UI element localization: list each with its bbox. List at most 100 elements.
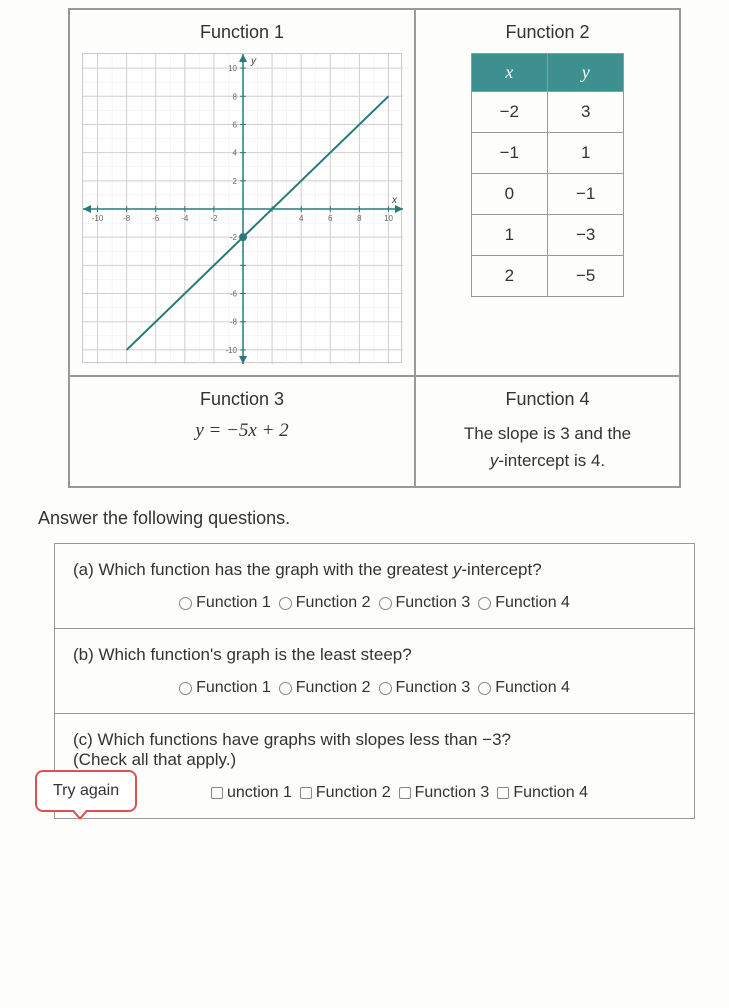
checkbox-option[interactable]: Function 2 xyxy=(300,784,391,802)
function-4-title: Function 4 xyxy=(428,389,667,410)
svg-text:-6: -6 xyxy=(230,290,238,299)
svg-text:8: 8 xyxy=(233,92,238,101)
checkbox-icon[interactable] xyxy=(211,787,223,799)
radio-icon[interactable] xyxy=(478,597,491,610)
option-label: Function 2 xyxy=(316,784,391,801)
table-row: 0−1 xyxy=(471,174,624,215)
function-3-title: Function 3 xyxy=(82,389,402,410)
svg-text:6: 6 xyxy=(233,120,238,129)
table-row: 2−5 xyxy=(471,256,624,297)
radio-icon[interactable] xyxy=(279,682,292,695)
radio-option[interactable]: Function 3 xyxy=(379,594,471,612)
table-cell: 1 xyxy=(471,215,547,256)
checkbox-icon[interactable] xyxy=(497,787,509,799)
function-4-desc-line1: The slope is 3 and the xyxy=(464,424,631,443)
table-cell: 1 xyxy=(548,133,624,174)
checkbox-icon[interactable] xyxy=(300,787,312,799)
option-label: Function 3 xyxy=(415,784,490,801)
functions-grid: Function 1 -10-8-6-4-246810108642-2-6-8-… xyxy=(68,8,681,488)
option-label: Function 2 xyxy=(296,594,371,611)
option-label: Function 1 xyxy=(196,594,271,611)
svg-text:-10: -10 xyxy=(225,346,237,355)
radio-icon[interactable] xyxy=(179,597,192,610)
table-header: y xyxy=(548,54,624,92)
svg-text:6: 6 xyxy=(328,214,333,223)
table-cell: 3 xyxy=(548,92,624,133)
function-3-cell: Function 3 y = −5x + 2 xyxy=(69,376,415,487)
radio-option[interactable]: Function 2 xyxy=(279,679,371,697)
function-4-cell: Function 4 The slope is 3 and the y-inte… xyxy=(415,376,680,487)
checkbox-option[interactable]: unction 1 xyxy=(211,784,292,802)
radio-icon[interactable] xyxy=(279,597,292,610)
radio-option[interactable]: Function 4 xyxy=(478,594,570,612)
page-container: Function 1 -10-8-6-4-246810108642-2-6-8-… xyxy=(0,0,729,827)
option-label: Function 2 xyxy=(296,679,371,696)
question-a-options: Function 1 Function 2 Function 3 Function 4 xyxy=(73,594,676,612)
question-b-text: (b) Which function's graph is the least … xyxy=(73,645,676,665)
function-1-title: Function 1 xyxy=(82,22,402,43)
option-label: Function 1 xyxy=(196,679,271,696)
question-b: (b) Which function's graph is the least … xyxy=(55,629,694,714)
svg-text:y: y xyxy=(250,56,257,67)
function-1-graph: -10-8-6-4-246810108642-2-6-8-10xy xyxy=(82,53,402,363)
svg-text:2: 2 xyxy=(233,177,238,186)
table-row: 1−3 xyxy=(471,215,624,256)
question-c: (c) Which functions have graphs with slo… xyxy=(55,714,694,818)
svg-text:-6: -6 xyxy=(152,214,160,223)
table-cell: −2 xyxy=(471,92,547,133)
option-label: Function 3 xyxy=(396,679,471,696)
radio-icon[interactable] xyxy=(379,682,392,695)
option-label: Function 3 xyxy=(396,594,471,611)
option-label: unction 1 xyxy=(227,784,292,801)
table-row: −23 xyxy=(471,92,624,133)
radio-icon[interactable] xyxy=(179,682,192,695)
svg-text:-8: -8 xyxy=(123,214,131,223)
svg-text:x: x xyxy=(391,195,398,206)
prompt-text: Answer the following questions. xyxy=(38,508,721,529)
table-cell: 2 xyxy=(471,256,547,297)
question-c-line2: (Check all that apply.) xyxy=(73,750,236,769)
radio-option[interactable]: Function 1 xyxy=(179,594,271,612)
table-cell: 0 xyxy=(471,174,547,215)
svg-text:10: 10 xyxy=(384,214,393,223)
option-label: Function 4 xyxy=(495,594,570,611)
radio-option[interactable]: Function 3 xyxy=(379,679,471,697)
question-c-text: (c) Which functions have graphs with slo… xyxy=(73,730,676,770)
question-c-line1: (c) Which functions have graphs with slo… xyxy=(73,730,511,749)
question-a-text: (a) Which function has the graph with th… xyxy=(73,560,676,580)
checkbox-option[interactable]: Function 4 xyxy=(497,784,588,802)
function-4-desc: The slope is 3 and the y-intercept is 4. xyxy=(428,420,667,474)
question-c-options: unction 1 Function 2 Function 3 Function 4 xyxy=(73,784,676,802)
checkbox-icon[interactable] xyxy=(399,787,411,799)
function-2-table: xy −23−110−11−32−5 xyxy=(471,53,625,297)
function-4-desc-line2: y-intercept is 4. xyxy=(490,451,605,470)
option-label: Function 4 xyxy=(513,784,588,801)
function-1-cell: Function 1 -10-8-6-4-246810108642-2-6-8-… xyxy=(69,9,415,376)
radio-icon[interactable] xyxy=(478,682,491,695)
svg-text:4: 4 xyxy=(233,149,238,158)
radio-option[interactable]: Function 4 xyxy=(478,679,570,697)
svg-text:-4: -4 xyxy=(181,214,189,223)
table-row: −11 xyxy=(471,133,624,174)
try-again-button[interactable]: Try again xyxy=(35,770,137,812)
option-label: Function 4 xyxy=(495,679,570,696)
svg-text:-10: -10 xyxy=(92,214,104,223)
radio-option[interactable]: Function 1 xyxy=(179,679,271,697)
checkbox-option[interactable]: Function 3 xyxy=(399,784,490,802)
table-cell: −3 xyxy=(548,215,624,256)
radio-icon[interactable] xyxy=(379,597,392,610)
table-header: x xyxy=(471,54,547,92)
svg-text:-8: -8 xyxy=(230,318,238,327)
question-a: (a) Which function has the graph with th… xyxy=(55,544,694,629)
function-2-cell: Function 2 xy −23−110−11−32−5 xyxy=(415,9,680,376)
svg-text:10: 10 xyxy=(228,64,237,73)
questions-box: (a) Which function has the graph with th… xyxy=(54,543,695,819)
svg-text:-2: -2 xyxy=(210,214,218,223)
table-cell: −1 xyxy=(471,133,547,174)
table-cell: −1 xyxy=(548,174,624,215)
table-cell: −5 xyxy=(548,256,624,297)
svg-text:4: 4 xyxy=(299,214,304,223)
function-2-title: Function 2 xyxy=(428,22,667,43)
radio-option[interactable]: Function 2 xyxy=(279,594,371,612)
function-3-equation: y = −5x + 2 xyxy=(82,420,402,442)
